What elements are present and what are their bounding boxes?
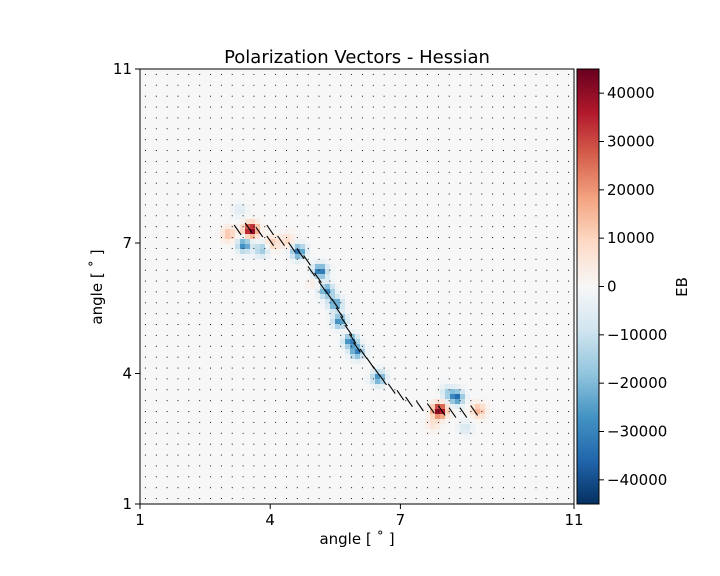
polarization-vector: [266, 235, 275, 247]
polarization-vector: [348, 333, 357, 344]
polarization-vector: [296, 248, 305, 260]
colorbar-tick-label: 0: [607, 278, 617, 296]
polarization-vector: [372, 366, 381, 377]
polarization-vector: [335, 307, 344, 318]
polarization-vector: [331, 298, 340, 310]
polarization-vector: [426, 403, 435, 414]
y-axis: 1 4 7 11: [113, 60, 140, 513]
polarization-vectors: [233, 222, 479, 418]
polarization-vector: [255, 226, 264, 238]
plot-background: [140, 69, 574, 504]
plot-frame: [139, 68, 575, 505]
polarization-vector: [448, 407, 457, 418]
chart-title: Polarization Vectors - Hessian: [224, 47, 490, 68]
x-axis: 1 4 7 11: [135, 504, 584, 529]
polarization-vector: [303, 255, 311, 266]
y-tick-label: 1: [122, 495, 132, 513]
colorbar-tick-label: −30000: [607, 423, 667, 441]
polarization-vector: [366, 357, 374, 368]
field-layer: [215, 199, 491, 440]
y-tick-label: 4: [122, 365, 132, 383]
y-tick-label: 7: [122, 234, 132, 252]
polarization-vector: [288, 242, 296, 253]
polarization-vector: [379, 374, 387, 386]
grid-dots: [144, 73, 570, 500]
colorbar-ticks: 40000 30000 20000 10000 0 −10000 −20000 −30000 −…: [599, 84, 667, 489]
x-tick-label: 11: [564, 511, 583, 529]
colorbar-tick-label: −10000: [607, 326, 667, 344]
polarization-vector: [387, 383, 396, 394]
polarization-vector: [396, 389, 405, 401]
colorbar-label: EB: [673, 277, 691, 297]
polarization-vector: [416, 400, 424, 412]
x-tick-label: 7: [396, 511, 406, 529]
colorbar-tick-label: −40000: [607, 471, 667, 489]
polarization-vector: [437, 405, 446, 416]
polarization-vector: [353, 342, 361, 353]
plot-area: [139, 68, 575, 505]
colorbar-tick-label: 10000: [607, 229, 655, 247]
polarization-vector: [324, 289, 333, 301]
polarization-vector: [314, 272, 322, 284]
polarization-vector: [470, 405, 479, 416]
colorbar: 40000 30000 20000 10000 0 −10000 −20000 −30000 −…: [576, 68, 691, 505]
y-axis-label: angle [ ˚ ]: [88, 249, 106, 324]
polarization-vector: [318, 281, 327, 292]
polarization-vector: [244, 222, 253, 234]
polarization-vector: [459, 407, 468, 418]
x-axis-label: angle [ ˚ ]: [319, 530, 394, 548]
polarization-vector: [359, 348, 368, 360]
colorbar-tick-label: −20000: [607, 374, 667, 392]
polarization-vector: [233, 224, 242, 236]
polarization-vector: [405, 396, 413, 408]
colorbar-tick-label: 20000: [607, 181, 655, 199]
colorbar-gradient: [576, 68, 600, 505]
polarization-vector: [344, 324, 353, 336]
colorbar-tick-label: 30000: [607, 133, 655, 151]
polarization-vector: [340, 316, 348, 327]
x-tick-label: 1: [135, 511, 145, 529]
polarization-vector: [266, 224, 275, 236]
x-tick-label: 4: [265, 511, 275, 529]
colorbar-tick-label: 40000: [607, 84, 655, 102]
polarization-vector: [277, 235, 285, 247]
y-tick-label: 11: [113, 60, 132, 78]
polarization-vector: [307, 266, 316, 277]
